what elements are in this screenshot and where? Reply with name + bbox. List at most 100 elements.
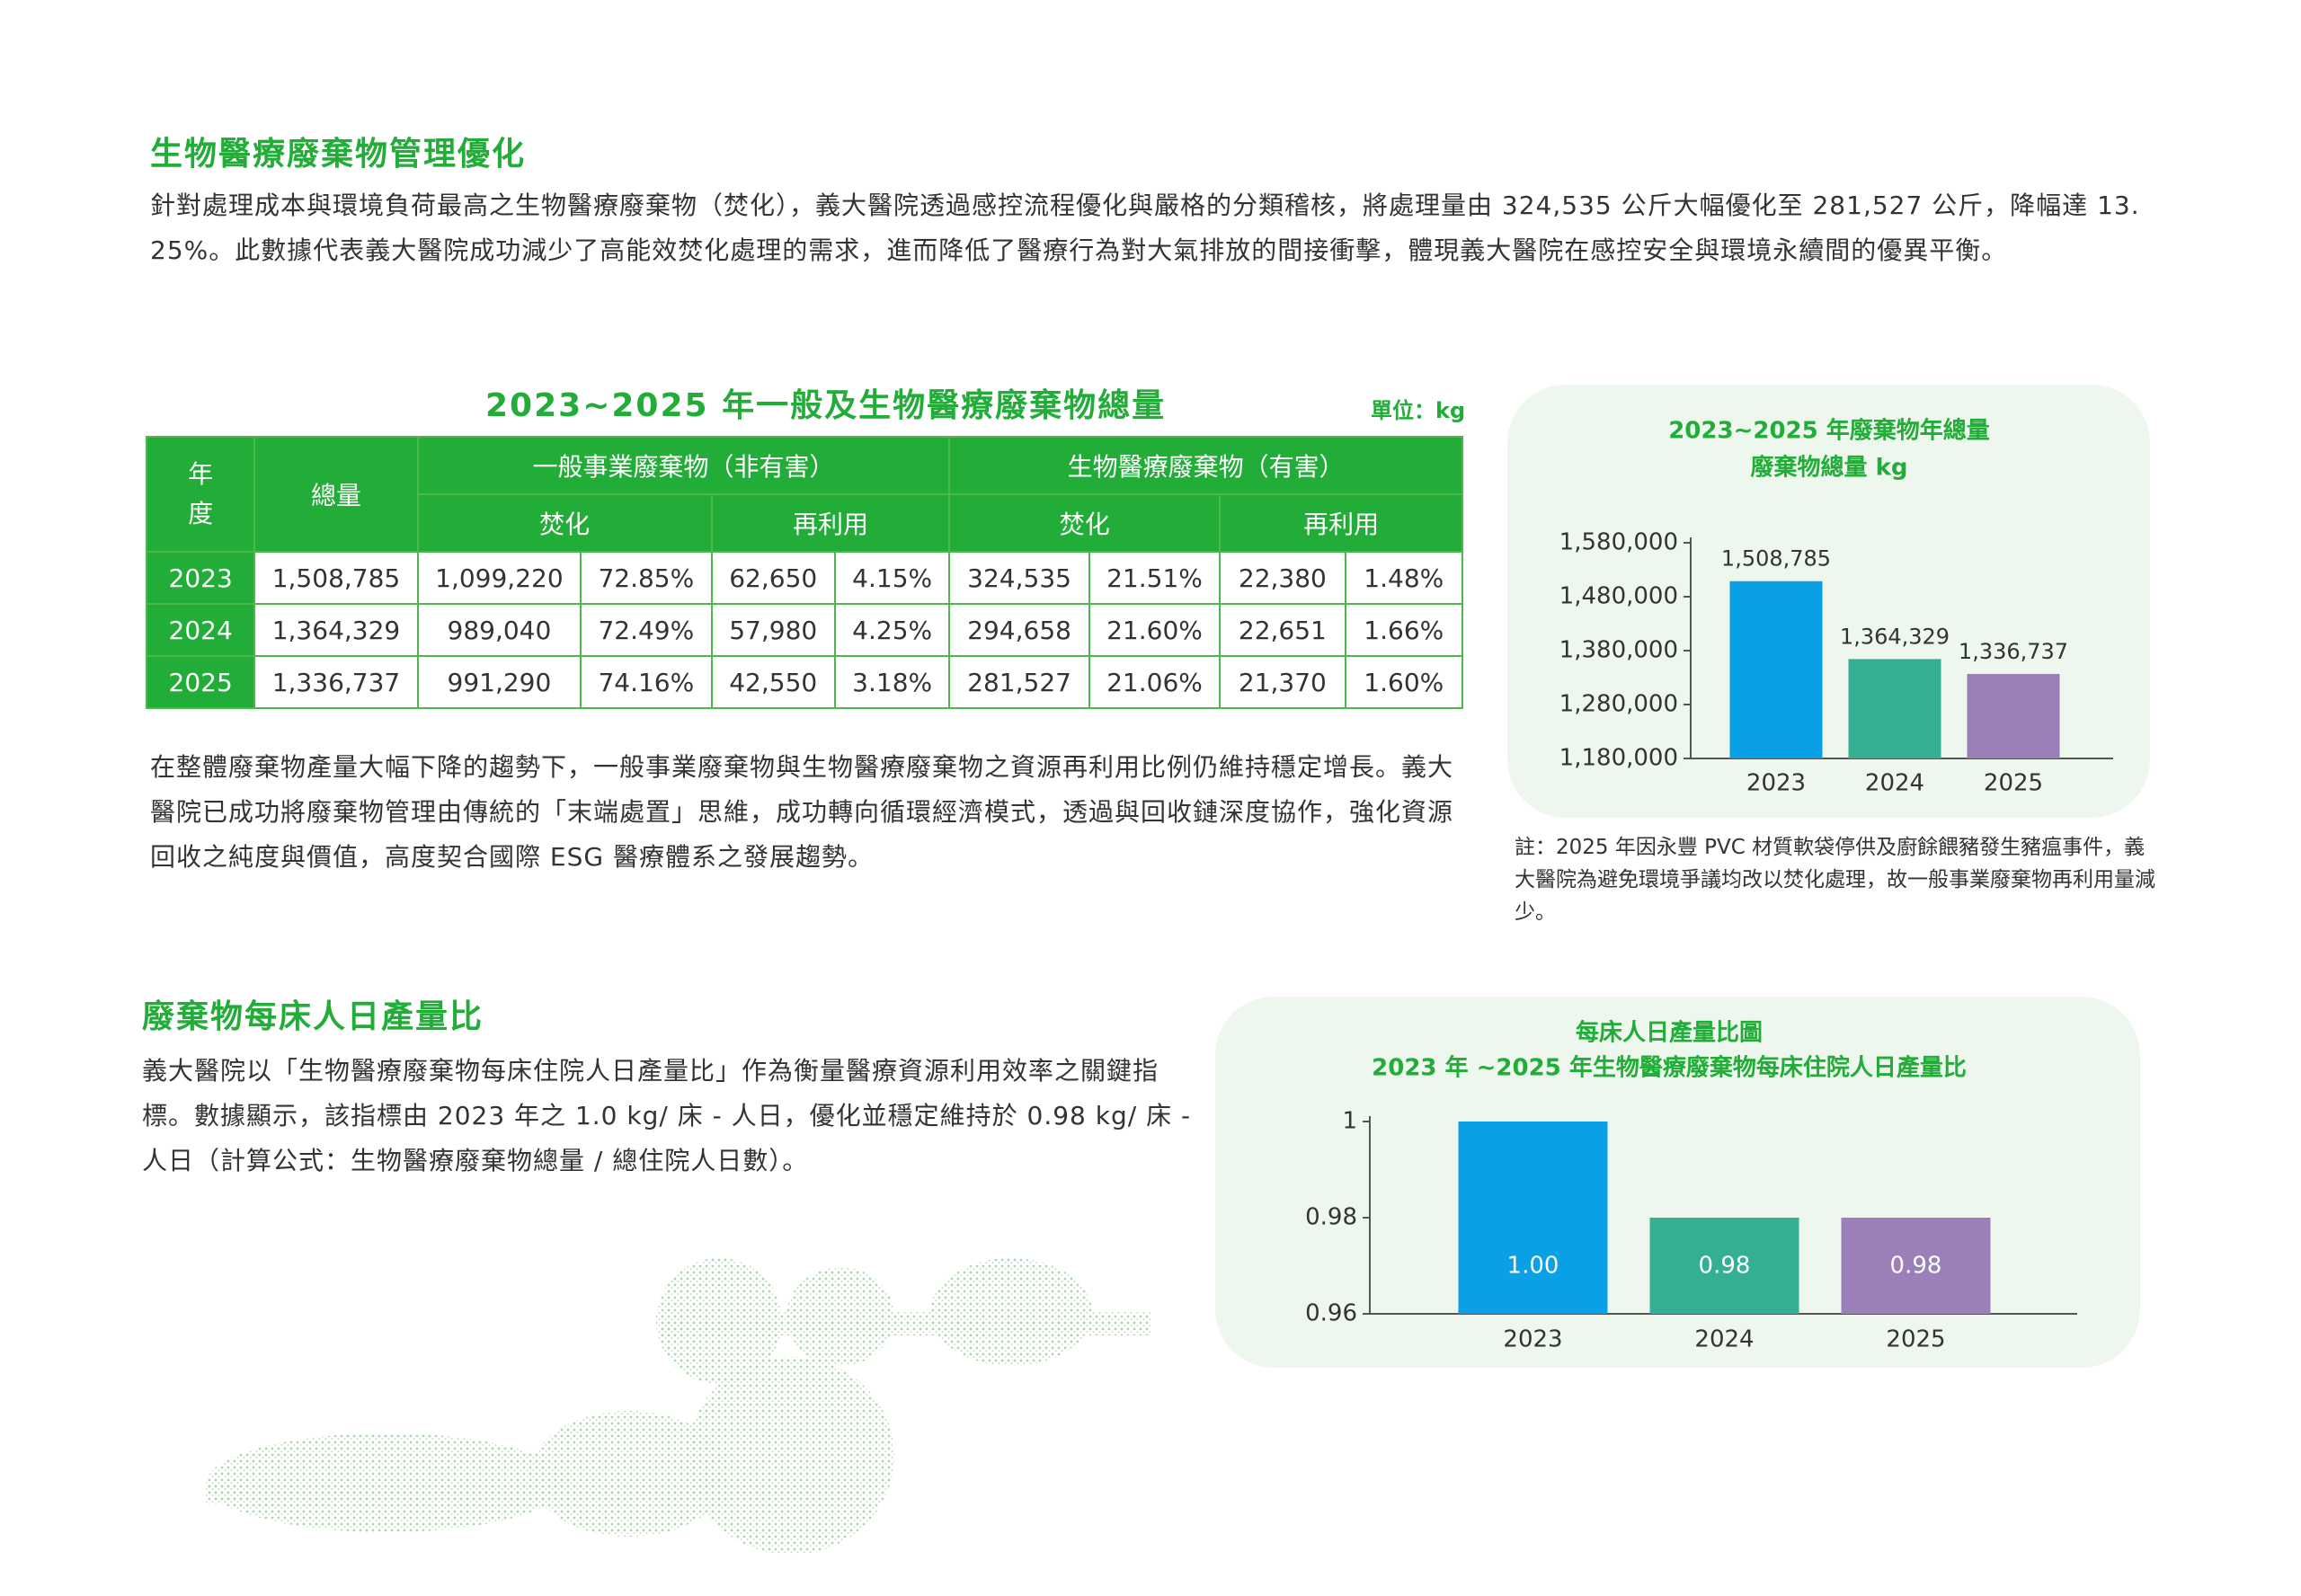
table-cell: 1.60% (1344, 655, 1464, 709)
cell-text: 4.15% (852, 563, 933, 593)
bar (1458, 1122, 1608, 1314)
y-tick-label: 1,180,000 (1559, 745, 1678, 772)
cell-text: 21.06% (1106, 667, 1203, 697)
chart-title: 每床人日產量比圖 (1576, 1019, 1763, 1047)
section-title: 生物醫療廢棄物管理優化 (150, 136, 527, 173)
table-row: 焚化 再利用 焚化 再利用 (147, 493, 1463, 553)
section-title: 廢棄物每床人日產量比 (142, 998, 484, 1035)
table-cell: 年度 (145, 436, 256, 553)
table-cell: 3.18% (833, 655, 951, 709)
table-cell: 281,527 (948, 655, 1090, 709)
table-cell: 22,651 (1219, 603, 1346, 657)
table-cell: 焚化 (948, 493, 1222, 553)
x-tick-label: 2024 (1865, 770, 1924, 797)
cell-text: 21,370 (1238, 667, 1327, 697)
value-label: 1,364,329 (1840, 624, 1950, 649)
cell-text: 21.60% (1106, 615, 1203, 645)
table-unit: 單位：kg (1371, 398, 1466, 423)
bar (1841, 1218, 1991, 1314)
table-row: 2024 1,364,329 989,040 72.49% 57,980 4.25% 294… (145, 603, 1464, 657)
table-cell: 324,535 (948, 551, 1090, 605)
table-cell: 74.16% (580, 655, 713, 709)
cell-text: 2025 (168, 667, 233, 697)
table-cell: 再利用 (710, 493, 951, 553)
table-cell: 21,370 (1219, 655, 1346, 709)
value-label: 1,336,737 (1959, 639, 2068, 664)
cell-text: 再利用 (1303, 510, 1380, 539)
table-cell: 72.85% (580, 551, 713, 605)
y-tick-label: 1,580,000 (1559, 529, 1678, 556)
x-tick-label: 2024 (1694, 1326, 1754, 1353)
cell-text: 1,099,220 (435, 563, 564, 593)
cell-text: 22,380 (1238, 563, 1327, 593)
table-cell: 21.51% (1088, 551, 1222, 605)
value-label: 0.98 (1890, 1253, 1942, 1280)
cell-text: 再利用 (792, 510, 868, 539)
cell-text: 1,508,785 (271, 563, 401, 593)
table-cell: 再利用 (1219, 493, 1463, 553)
value-label: 1.00 (1507, 1253, 1559, 1280)
table-cell: 總量 (253, 436, 419, 553)
bar (1848, 659, 1941, 758)
y-tick-label: 0.98 (1305, 1204, 1357, 1231)
table-row: 2025 1,336,737 991,290 74.16% 42,550 3.18% 281… (145, 655, 1464, 709)
x-tick-label: 2025 (1984, 770, 2043, 797)
cell-text: 62,650 (729, 563, 818, 593)
table-cell: 2023 (145, 551, 256, 605)
cell-text: 72.49% (598, 615, 695, 645)
cell-text: 281,527 (967, 667, 1071, 697)
cell-text: 焚化 (1059, 510, 1110, 539)
cell-text: 年度 (188, 459, 214, 528)
bar (1729, 581, 1823, 758)
table-cell: 57,980 (710, 603, 836, 657)
value-label: 0.98 (1699, 1253, 1751, 1280)
paragraph: 義大醫院以「生物醫療廢棄物每床住院人日產量比」作為衡量醫療資源利用效率之關鍵指標… (142, 1056, 1192, 1175)
table-cell: 294,658 (948, 603, 1090, 657)
decor-hills (206, 1258, 1150, 1555)
table-cell: 4.25% (833, 603, 951, 657)
cell-text: 生物醫療廢棄物（有害） (1067, 452, 1345, 482)
cell-text: 74.16% (598, 667, 695, 697)
cell-text: 989,040 (447, 615, 552, 645)
y-tick-label: 0.96 (1305, 1300, 1357, 1327)
table-title: 2023~2025 年一般及生物醫療廢棄物總量 (485, 387, 1167, 424)
table-cell: 991,290 (416, 655, 582, 709)
cell-text: 3.18% (852, 667, 933, 697)
cell-text: 1,336,737 (271, 667, 401, 697)
paragraph: 在整體廢棄物產量大幅下降的趨勢下，一般事業廢棄物與生物醫療廢棄物之資源再利用比例… (150, 752, 1454, 872)
cell-text: 1,364,329 (271, 615, 401, 645)
note: 註：2025 年因永豐 PVC 材質軟袋停供及廚餘餵豬發生豬瘟事件，義大醫院為避… (1515, 836, 2155, 924)
table-cell: 焚化 (416, 493, 713, 553)
y-tick-label: 1,380,000 (1559, 637, 1678, 664)
cell-text: 324,535 (967, 563, 1071, 593)
paragraph: 針對處理成本與環境負荷最高之生物醫療廢棄物（焚化），義大醫院透過感控流程優化與嚴… (150, 191, 2140, 265)
table-row: 2023 1,508,785 1,099,220 72.85% 62,650 4.15% 3… (145, 551, 1464, 605)
cell-text: 一般事業廢棄物（非有害） (532, 452, 835, 482)
table-cell: 1,336,737 (253, 655, 419, 709)
cell-text: 總量 (310, 481, 361, 510)
chart-title: 2023~2025 年廢棄物年總量 (1668, 417, 1990, 445)
cell-text: 57,980 (729, 615, 818, 645)
table-cell: 4.15% (833, 551, 951, 605)
table-cell: 一般事業廢棄物（非有害） (416, 436, 951, 495)
waste-table: 年度 總量 一般事業廢棄物（非有害） 生物醫療廢棄物（有害） 焚化 再利用 焚化 再利用 202… (145, 436, 1464, 709)
chart-subtitle: 廢棄物總量 kg (1751, 454, 1908, 482)
x-tick-label: 2023 (1503, 1326, 1562, 1353)
cell-text: 焚化 (539, 510, 591, 539)
chart-subtitle: 2023 年 ~2025 年生物醫療廢棄物每床住院人日產量比 (1372, 1054, 1967, 1082)
y-tick-label: 1,480,000 (1559, 583, 1678, 610)
cell-text: 1.48% (1364, 563, 1444, 593)
table-cell: 1,099,220 (416, 551, 582, 605)
cell-text: 2023 (168, 563, 233, 593)
cell-text: 22,651 (1238, 615, 1327, 645)
table-cell: 72.49% (580, 603, 713, 657)
table-cell: 42,550 (710, 655, 836, 709)
cell-text: 1.60% (1364, 667, 1444, 697)
cell-text: 1.66% (1364, 615, 1444, 645)
table-cell: 22,380 (1219, 551, 1346, 605)
cell-text: 991,290 (447, 667, 552, 697)
table-cell: 1,364,329 (253, 603, 419, 657)
table-cell: 62,650 (710, 551, 836, 605)
